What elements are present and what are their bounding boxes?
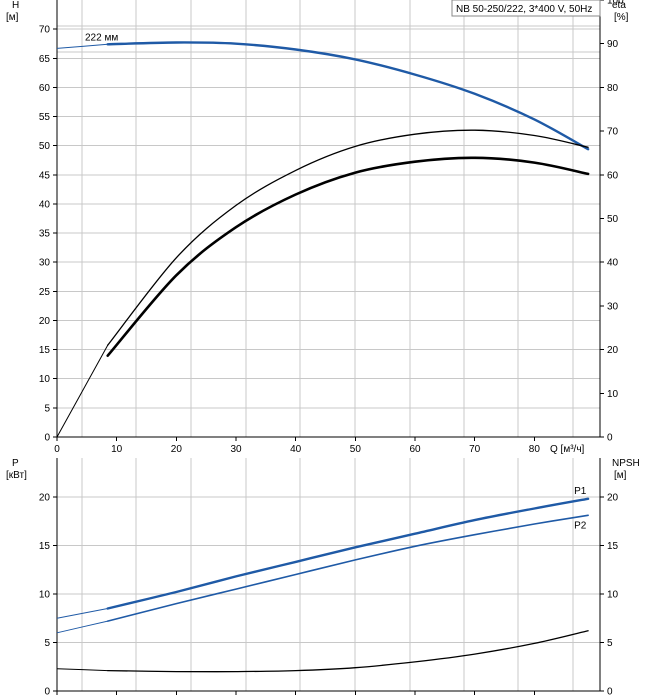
left-tick-label: 10 xyxy=(39,374,51,385)
x-tick-label: 50 xyxy=(350,444,362,455)
right-tick-label: 15 xyxy=(607,541,619,552)
x-tick-label: 10 xyxy=(111,444,123,455)
left-tick-label: 35 xyxy=(39,229,51,240)
chart-title-box xyxy=(451,0,601,17)
left-tick-label: 70 xyxy=(39,25,51,36)
left-tick-label: 0 xyxy=(44,433,50,444)
left-tick-label: 5 xyxy=(44,638,50,649)
left-tick-label: 20 xyxy=(39,316,51,327)
left-tick-label: 15 xyxy=(39,541,51,552)
right-tick-label: 60 xyxy=(607,170,619,181)
series-line-lead xyxy=(56,344,109,438)
x-tick-label: 80 xyxy=(529,444,541,455)
left-tick-label: 5 xyxy=(44,403,50,414)
left-tick-label: 60 xyxy=(39,83,51,94)
plot-area-1 xyxy=(57,0,600,437)
series-line xyxy=(106,41,590,151)
plot-area-2 xyxy=(57,458,600,691)
right-tick-label: 0 xyxy=(607,687,613,698)
series-line xyxy=(107,630,589,673)
left-tick-label: 20 xyxy=(39,492,51,503)
right-tick-label: 30 xyxy=(607,301,619,312)
series-label: P1 xyxy=(574,486,587,497)
left-axis-title: P xyxy=(12,458,19,469)
left-tick-label: 45 xyxy=(39,170,51,181)
left-tick-label: 15 xyxy=(39,345,51,356)
series-line-lead xyxy=(56,620,108,634)
right-axis-title: NPSH xyxy=(612,458,640,469)
left-tick-label: 50 xyxy=(39,141,51,152)
x-tick-label: 20 xyxy=(171,444,183,455)
right-tick-label: 5 xyxy=(607,638,613,649)
right-tick-label: 40 xyxy=(607,258,619,269)
left-tick-label: 55 xyxy=(39,112,51,123)
x-tick-label: 0 xyxy=(54,444,60,455)
left-tick-label: 40 xyxy=(39,199,51,210)
series-line xyxy=(107,129,589,346)
left-axis-unit: [кВт] xyxy=(6,470,27,481)
right-tick-label: 10 xyxy=(607,589,619,600)
x-tick-label: 40 xyxy=(290,444,302,455)
left-tick-label: 0 xyxy=(44,687,50,698)
series-line xyxy=(106,514,589,622)
x-axis-label: Q [м³/ч] xyxy=(550,444,585,455)
series-line-lead xyxy=(56,608,108,619)
right-tick-label: 100 xyxy=(607,0,624,7)
series-line xyxy=(106,497,590,610)
right-tick-label: 0 xyxy=(607,433,613,444)
right-tick-label: 50 xyxy=(607,214,619,225)
right-tick-label: 20 xyxy=(607,492,619,503)
x-tick-label: 30 xyxy=(230,444,242,455)
right-axis-title: eta xyxy=(612,0,626,11)
series-label: 222 мм xyxy=(85,32,118,43)
right-tick-label: 20 xyxy=(607,345,619,356)
right-axis-unit: [м] xyxy=(614,470,627,481)
right-tick-label: 70 xyxy=(607,127,619,138)
x-tick-label: 70 xyxy=(469,444,481,455)
left-tick-label: 65 xyxy=(39,54,51,65)
right-tick-label: 80 xyxy=(607,83,619,94)
left-axis-title: H xyxy=(12,0,19,11)
series-line-lead xyxy=(56,43,108,49)
series-line xyxy=(106,156,590,357)
chart-title: NB 50-250/222, 3*400 V, 50Hz xyxy=(456,4,592,15)
series-label: P2 xyxy=(574,520,587,531)
right-tick-label: 90 xyxy=(607,39,619,50)
right-axis-unit: [%] xyxy=(614,12,629,23)
x-tick-label: 60 xyxy=(409,444,421,455)
left-tick-label: 10 xyxy=(39,589,51,600)
left-axis-unit: [м] xyxy=(6,12,19,23)
left-tick-label: 25 xyxy=(39,287,51,298)
series-line-lead xyxy=(56,668,108,672)
right-tick-label: 10 xyxy=(607,389,619,400)
left-tick-label: 30 xyxy=(39,258,51,269)
